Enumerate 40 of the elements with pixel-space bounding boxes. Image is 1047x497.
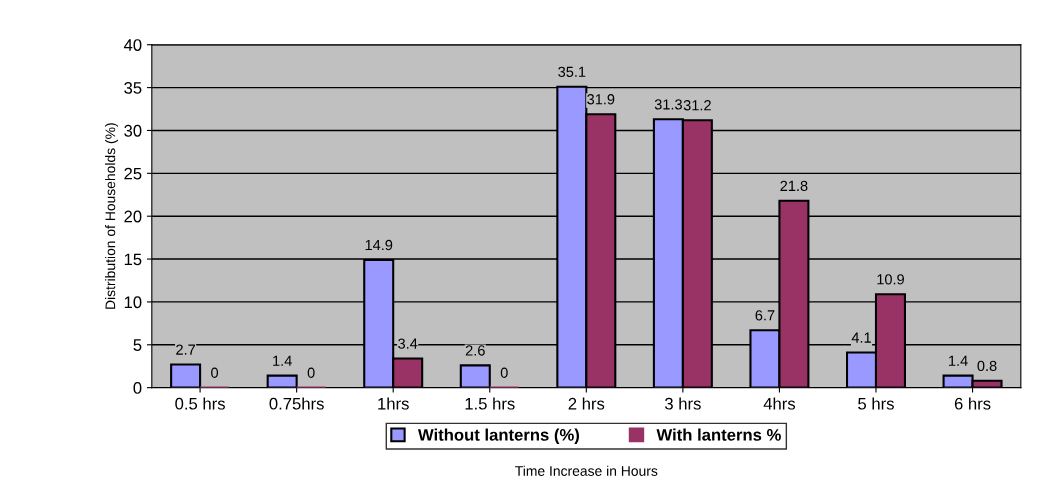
x-tick-label: 0.75hrs [269, 397, 324, 410]
x-tick-label: 6 hrs [954, 397, 991, 410]
y-axis-title: Distribution of Households (%) [105, 123, 118, 309]
data-label: 10.9 [877, 274, 904, 285]
legend-label: With lanterns % [656, 428, 781, 441]
x-axis-title: Time Increase in Hours [515, 465, 658, 476]
data-label: 2.6 [465, 345, 485, 356]
data-label: 3.4 [398, 338, 418, 349]
y-tick-label: 10 [124, 296, 142, 309]
data-label: 0 [500, 367, 508, 378]
data-label: 31.2 [683, 100, 711, 111]
data-label: 6.7 [755, 310, 775, 321]
data-label: 4.1 [851, 332, 871, 343]
y-tick-label: 25 [124, 167, 142, 180]
data-label: 35.1 [558, 66, 586, 77]
y-tick-label: 0 [133, 382, 142, 394]
y-tick-label: 5 [133, 339, 142, 351]
x-tick-label: 4hrs [763, 397, 796, 410]
data-label: 1.4 [273, 355, 292, 366]
data-label: 31.3 [654, 99, 682, 110]
y-tick-label: 35 [124, 82, 142, 94]
y-tick-label: 20 [124, 210, 142, 223]
data-label: 21.8 [780, 180, 808, 192]
data-label: 2.7 [176, 344, 196, 355]
y-tick-label: 40 [123, 39, 142, 51]
data-label: 0.8 [977, 360, 997, 372]
legend-label: Without lanterns (%) [417, 428, 579, 445]
x-tick-label: 2 hrs [568, 397, 605, 410]
x-tick-label: 1.5 hrs [465, 397, 515, 410]
x-tick-label: 0.5 hrs [175, 397, 225, 410]
x-tick-label: 1hrs [378, 397, 409, 410]
y-tick-label: 30 [124, 124, 142, 137]
y-tick-label: 15 [124, 253, 142, 266]
data-label: 1.4 [949, 355, 968, 366]
x-tick-label: 5 hrs [858, 397, 894, 410]
data-label: 0 [211, 367, 219, 378]
data-label: 0 [307, 367, 315, 378]
data-label: 31.9 [587, 94, 615, 105]
data-label: 14.9 [365, 239, 393, 251]
x-tick-label: 3 hrs [664, 397, 701, 410]
